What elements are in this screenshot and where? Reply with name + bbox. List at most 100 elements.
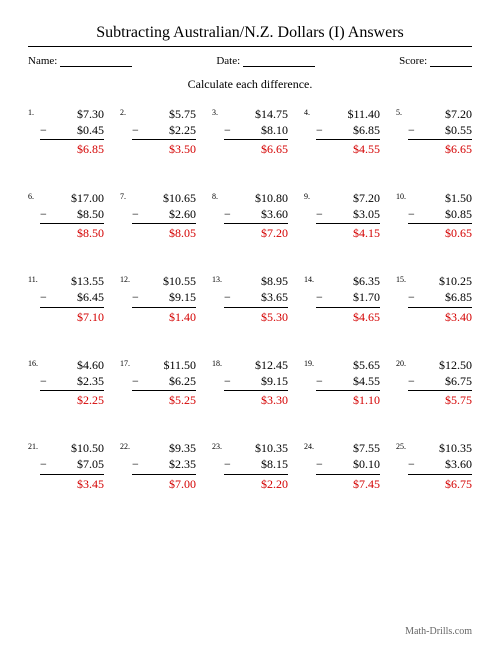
subtrahend-row: −$3.05: [316, 206, 380, 224]
answer: $3.30: [224, 391, 288, 408]
subtrahend-row: − $6.85: [316, 122, 380, 140]
minus-sign: −: [408, 373, 415, 389]
problem-stack: $4.60−$2.35$2.25: [40, 357, 104, 409]
minuend: $10.50: [40, 440, 104, 456]
date-blank[interactable]: [243, 56, 315, 67]
minus-sign: −: [408, 289, 415, 305]
answer: $3.45: [40, 475, 104, 492]
minuend: $12.45: [224, 357, 288, 373]
subtrahend-row: −$4.55: [316, 373, 380, 391]
subtrahend: $6.85: [353, 123, 380, 137]
minus-sign: −: [224, 122, 231, 138]
problem-stack: $7.20−$3.05$4.15: [316, 190, 380, 242]
answer: $8.50: [40, 224, 104, 241]
minus-sign: −: [316, 122, 323, 138]
problem-stack: $12.45−$9.15$3.30: [224, 357, 288, 409]
minuend: $7.30: [40, 106, 104, 122]
problem-number: 3.: [212, 106, 224, 117]
subtrahend: $9.15: [169, 290, 196, 304]
problem: 21.$10.50−$7.05$3.45: [28, 440, 104, 492]
subtrahend-row: −$6.45: [40, 289, 104, 307]
problem-number: 5.: [396, 106, 408, 117]
problem: 7.$10.65−$2.60$8.05: [120, 190, 196, 242]
minuend: $13.55: [40, 273, 104, 289]
problem-stack: $10.55−$9.15$1.40: [132, 273, 196, 325]
minuend: $12.50: [408, 357, 472, 373]
subtrahend: $1.70: [353, 290, 380, 304]
minus-sign: −: [408, 456, 415, 472]
answer: $3.40: [408, 308, 472, 325]
answer: $4.65: [316, 308, 380, 325]
problem-stack: $7.30−$0.45$6.85: [40, 106, 104, 158]
subtrahend-row: −$2.35: [132, 456, 196, 474]
problem-stack: $10.65−$2.60$8.05: [132, 190, 196, 242]
subtrahend: $9.15: [261, 374, 288, 388]
answer: $1.40: [132, 308, 196, 325]
minuend: $5.75: [132, 106, 196, 122]
problem-stack: $5.65−$4.55$1.10: [316, 357, 380, 409]
answer: $5.30: [224, 308, 288, 325]
answer: $7.00: [132, 475, 196, 492]
minus-sign: −: [40, 206, 47, 222]
subtrahend-row: −$8.50: [40, 206, 104, 224]
answer: $6.65: [224, 140, 288, 157]
problem-stack: $5.75−$2.25$3.50: [132, 106, 196, 158]
answer: $6.65: [408, 140, 472, 157]
subtrahend-row: −$7.05: [40, 456, 104, 474]
subtrahend: $8.10: [261, 123, 288, 137]
footer-credit: Math-Drills.com: [405, 626, 472, 637]
subtrahend-row: −$2.60: [132, 206, 196, 224]
answer: $6.75: [408, 475, 472, 492]
problem-grid: 1.$7.30−$0.45$6.85 2.$5.75−$2.25$3.50 3. $1…: [28, 106, 472, 492]
minuend: $5.65: [316, 357, 380, 373]
problem: 4.$11.40−$6.85$4.55: [304, 106, 380, 158]
problem: 10.$1.50−$0.85$0.65: [396, 190, 472, 242]
answer: $7.20: [224, 224, 288, 241]
answer: $2.20: [224, 475, 288, 492]
subtrahend: $6.85: [445, 290, 472, 304]
problem-number: 25.: [396, 440, 408, 451]
problem-stack: $1.50−$0.85$0.65: [408, 190, 472, 242]
minuend: $7.55: [316, 440, 380, 456]
minuend: $10.35: [224, 440, 288, 456]
answer: $5.75: [408, 391, 472, 408]
subtrahend-row: −$9.15: [224, 373, 288, 391]
problem: 3.$14.75−$8.10$6.65: [212, 106, 288, 158]
title-rule: [28, 46, 472, 47]
subtrahend: $3.60: [445, 457, 472, 471]
minus-sign: −: [40, 456, 47, 472]
subtrahend-row: −$0.10: [316, 456, 380, 474]
answer: $4.55: [316, 140, 380, 157]
subtrahend-row: −$0.85: [408, 206, 472, 224]
minus-sign: −: [316, 456, 323, 472]
name-blank[interactable]: [60, 56, 132, 67]
minuend: $11.40: [316, 106, 380, 122]
problem-stack: $10.35− $3.60 $6.75: [408, 440, 472, 492]
subtrahend: $2.60: [169, 207, 196, 221]
problem: 13.$8.95−$3.65$5.30: [212, 273, 288, 325]
problem-stack: $6.35−$1.70$4.65: [316, 273, 380, 325]
problem-stack: $10.35−$8.15$2.20: [224, 440, 288, 492]
score-blank[interactable]: [430, 56, 472, 67]
subtrahend-row: −$3.60: [224, 206, 288, 224]
minuend: $10.35: [408, 440, 472, 456]
problem: 12.$10.55−$9.15$1.40: [120, 273, 196, 325]
problem-number: 8.: [212, 190, 224, 201]
minus-sign: −: [132, 456, 139, 472]
problem: 8.$10.80−$3.60$7.20: [212, 190, 288, 242]
problem-number: 21.: [28, 440, 40, 451]
minuend: $10.80: [224, 190, 288, 206]
problem-stack: $10.50−$7.05$3.45: [40, 440, 104, 492]
problem-stack: $12.50−$6.75$5.75: [408, 357, 472, 409]
minus-sign: −: [316, 289, 323, 305]
problem-number: 19.: [304, 357, 316, 368]
problem-stack: $17.00−$8.50$8.50: [40, 190, 104, 242]
problem: 1.$7.30−$0.45$6.85: [28, 106, 104, 158]
problem-number: 22.: [120, 440, 132, 451]
answer: $0.65: [408, 224, 472, 241]
subtrahend: $3.05: [353, 207, 380, 221]
subtrahend-row: − $8.10: [224, 122, 288, 140]
problem: 11.$13.55−$6.45$7.10: [28, 273, 104, 325]
answer: $3.50: [132, 140, 196, 157]
problem: 2.$5.75−$2.25$3.50: [120, 106, 196, 158]
